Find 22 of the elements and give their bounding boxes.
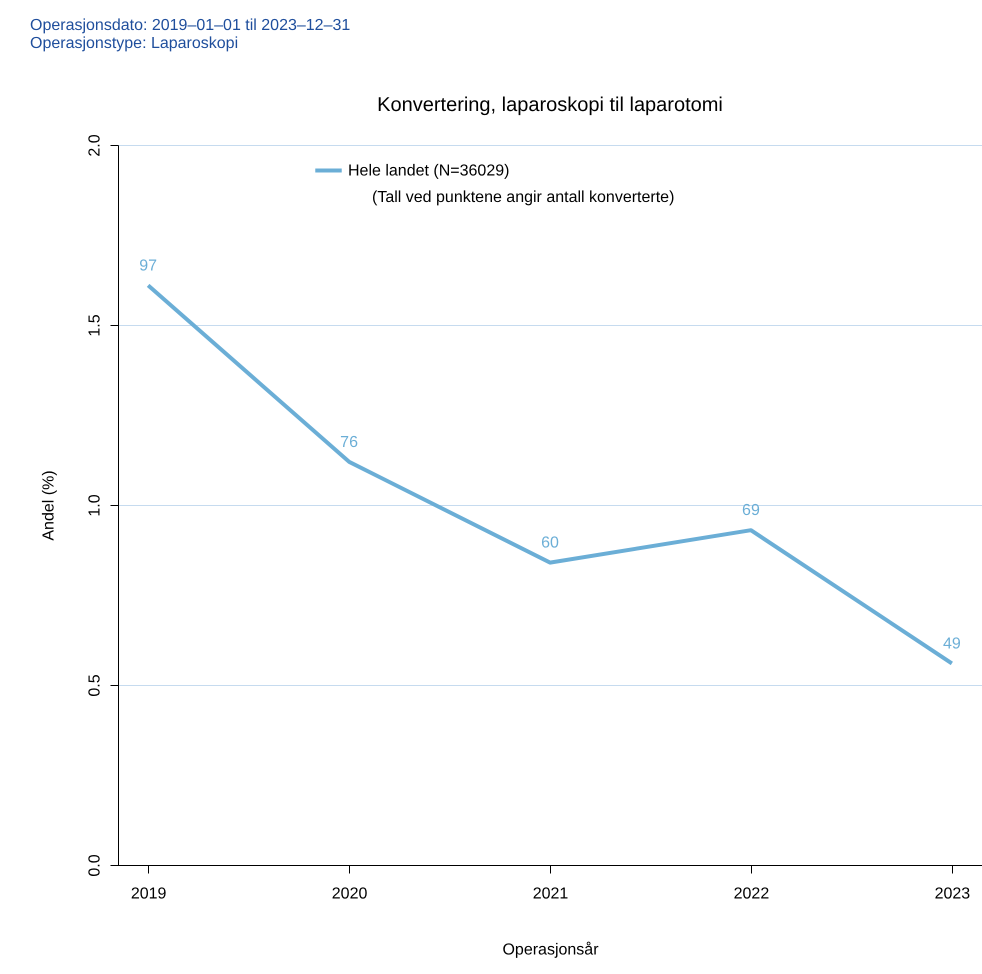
y-tick-label: 1.5	[86, 314, 104, 337]
text: Operasjonsdato: 2019‒01‒01 til 2023‒12‒31	[30, 17, 350, 34]
x-tick-label: 2019	[130, 886, 167, 902]
y-tick-label: 2.0	[86, 134, 104, 157]
y-axis-title: Andel (%)	[40, 470, 58, 541]
annotation: 69	[742, 502, 760, 520]
x-tick-label: 2023	[934, 886, 970, 902]
x-tick-label: 2020	[332, 886, 368, 902]
y-tick-label: 0.5	[86, 674, 104, 697]
text: Operasjonstype: Laparoskopi	[30, 35, 238, 52]
y-tick-label: 0.0	[86, 854, 104, 877]
annotation: 97	[139, 257, 158, 274]
annotation: 76	[340, 434, 358, 451]
x-tick-label: 2021	[532, 886, 568, 902]
x-axis-title: Operasjonsår	[502, 942, 600, 958]
annotation: 49	[942, 635, 961, 652]
annotation: (Tall ved punktene angir antall konverterte)	[372, 189, 674, 206]
annotation: 60	[541, 534, 559, 552]
x-tick-label: 2022	[734, 886, 770, 902]
y-tick-label: 1.0	[86, 494, 104, 517]
legend-label: Hele landet (N=36029)	[348, 162, 510, 180]
chart-title: Konvertering, laparoskopi til laparotomi	[377, 94, 723, 116]
